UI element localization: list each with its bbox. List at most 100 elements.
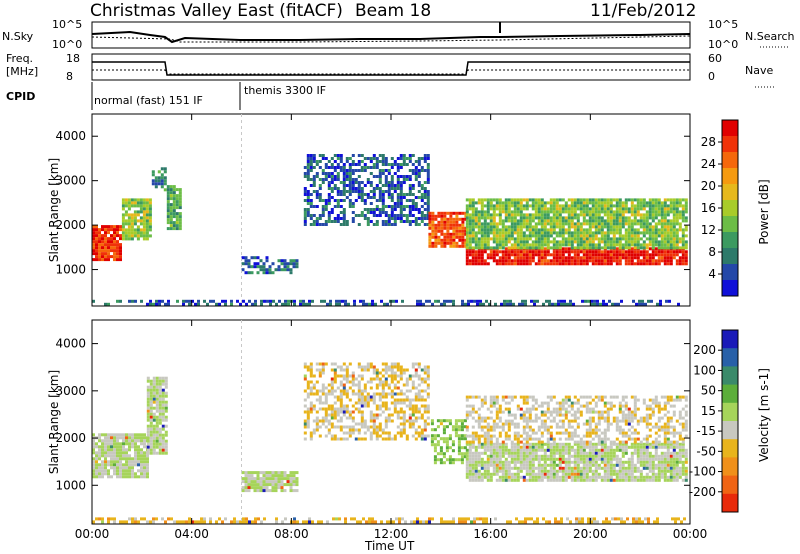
heatmap-cell <box>591 457 595 461</box>
heatmap-cell <box>620 299 623 303</box>
heatmap-cell <box>113 240 116 244</box>
heatmap-cell <box>139 198 143 202</box>
heatmap-cell <box>525 198 529 202</box>
heatmap-cell <box>554 302 557 306</box>
heatmap-cell <box>642 442 646 446</box>
heatmap-cell <box>426 407 430 411</box>
heatmap-cell <box>465 451 469 455</box>
heatmap-cell <box>489 463 493 467</box>
heatmap-cell <box>357 392 361 396</box>
heatmap-cell <box>378 428 382 432</box>
heatmap-cell <box>262 474 266 478</box>
heatmap-cell <box>269 299 272 303</box>
heatmap-cell <box>292 259 296 263</box>
heatmap-cell <box>417 425 421 429</box>
heatmap-cell <box>154 179 158 183</box>
heatmap-cell <box>585 246 589 250</box>
heatmap-cell <box>480 246 484 250</box>
heatmap-cell <box>158 442 162 446</box>
heatmap-cell <box>555 231 559 235</box>
heatmap-cell <box>560 299 563 303</box>
heatmap-cell <box>396 166 400 169</box>
heatmap-cell <box>669 219 673 223</box>
heatmap-cell <box>98 475 101 479</box>
heatmap-cell <box>483 228 487 232</box>
heatmap-cell <box>164 391 168 395</box>
heatmap-cell <box>136 225 140 229</box>
heatmap-cell <box>579 198 583 202</box>
heatmap-cell <box>303 365 307 369</box>
heatmap-cell <box>348 431 352 435</box>
heatmap-cell <box>672 250 676 254</box>
heatmap-cell <box>648 201 652 205</box>
heatmap-cell <box>636 457 640 461</box>
heatmap-cell <box>378 193 382 196</box>
heatmap-cell <box>309 166 313 169</box>
heatmap-cell <box>684 207 688 211</box>
heatmap-cell <box>384 431 388 435</box>
heatmap-cell <box>495 442 499 446</box>
heatmap-cell <box>125 454 128 458</box>
heatmap-cell <box>354 181 358 184</box>
heatmap-cell <box>528 460 532 464</box>
heatmap-cell <box>326 302 329 306</box>
heatmap-cell <box>684 250 688 254</box>
heatmap-cell <box>452 302 455 306</box>
heatmap-cell <box>597 466 601 470</box>
heatmap-cell <box>615 240 619 244</box>
heatmap-cell <box>142 234 146 238</box>
heatmap-cell <box>639 445 643 449</box>
heatmap-cell <box>552 198 556 202</box>
heatmap-cell <box>434 214 438 218</box>
heatmap-cell <box>498 216 502 220</box>
heatmap-cell <box>684 475 688 479</box>
heatmap-cell <box>489 225 493 229</box>
heatmap-cell <box>603 448 607 452</box>
heatmap-cell <box>492 454 496 458</box>
heatmap-cell <box>155 400 159 404</box>
heatmap-cell <box>345 157 349 160</box>
heatmap-cell <box>399 175 403 178</box>
heatmap-cell <box>455 214 459 218</box>
heatmap-cell <box>445 419 449 423</box>
heatmap-cell <box>609 243 613 247</box>
heatmap-cell <box>504 240 508 244</box>
heatmap-cell <box>525 262 529 266</box>
heatmap-cell <box>531 445 535 449</box>
heatmap-cell <box>395 299 398 303</box>
heatmap-cell <box>303 419 307 423</box>
heatmap-cell <box>381 172 385 175</box>
heatmap-cell <box>149 427 153 431</box>
heatmap-cell <box>416 299 419 303</box>
heatmap-cell <box>143 460 146 464</box>
heatmap-cell <box>312 223 316 226</box>
heatmap-cell <box>588 469 592 473</box>
heatmap-cell <box>684 210 688 214</box>
heatmap-cell <box>627 259 631 263</box>
heatmap-cell <box>372 392 376 396</box>
heatmap-cell <box>633 240 637 244</box>
heatmap-cell <box>678 445 682 449</box>
heatmap-cell <box>561 454 565 458</box>
heatmap-cell <box>510 460 514 464</box>
heatmap-cell <box>675 253 679 257</box>
heatmap-cell <box>513 466 517 470</box>
heatmap-cell <box>603 219 607 223</box>
heatmap-cell <box>372 422 376 426</box>
heatmap-cell <box>606 454 610 458</box>
heatmap-cell <box>552 201 556 205</box>
heatmap-cell <box>133 216 137 220</box>
heatmap-cell <box>474 454 478 458</box>
heatmap-cell <box>172 224 176 228</box>
heatmap-cell <box>175 227 179 231</box>
heatmap-cell <box>433 461 437 465</box>
heatmap-cell <box>672 454 676 458</box>
heatmap-cell <box>516 451 520 455</box>
heatmap-cell <box>513 198 517 202</box>
heatmap-cell <box>375 175 379 178</box>
heatmap-cell <box>498 237 502 241</box>
heatmap-cell <box>420 416 424 420</box>
heatmap-cell <box>549 228 553 232</box>
heatmap-cell <box>306 193 310 196</box>
heatmap-cell <box>136 210 140 214</box>
